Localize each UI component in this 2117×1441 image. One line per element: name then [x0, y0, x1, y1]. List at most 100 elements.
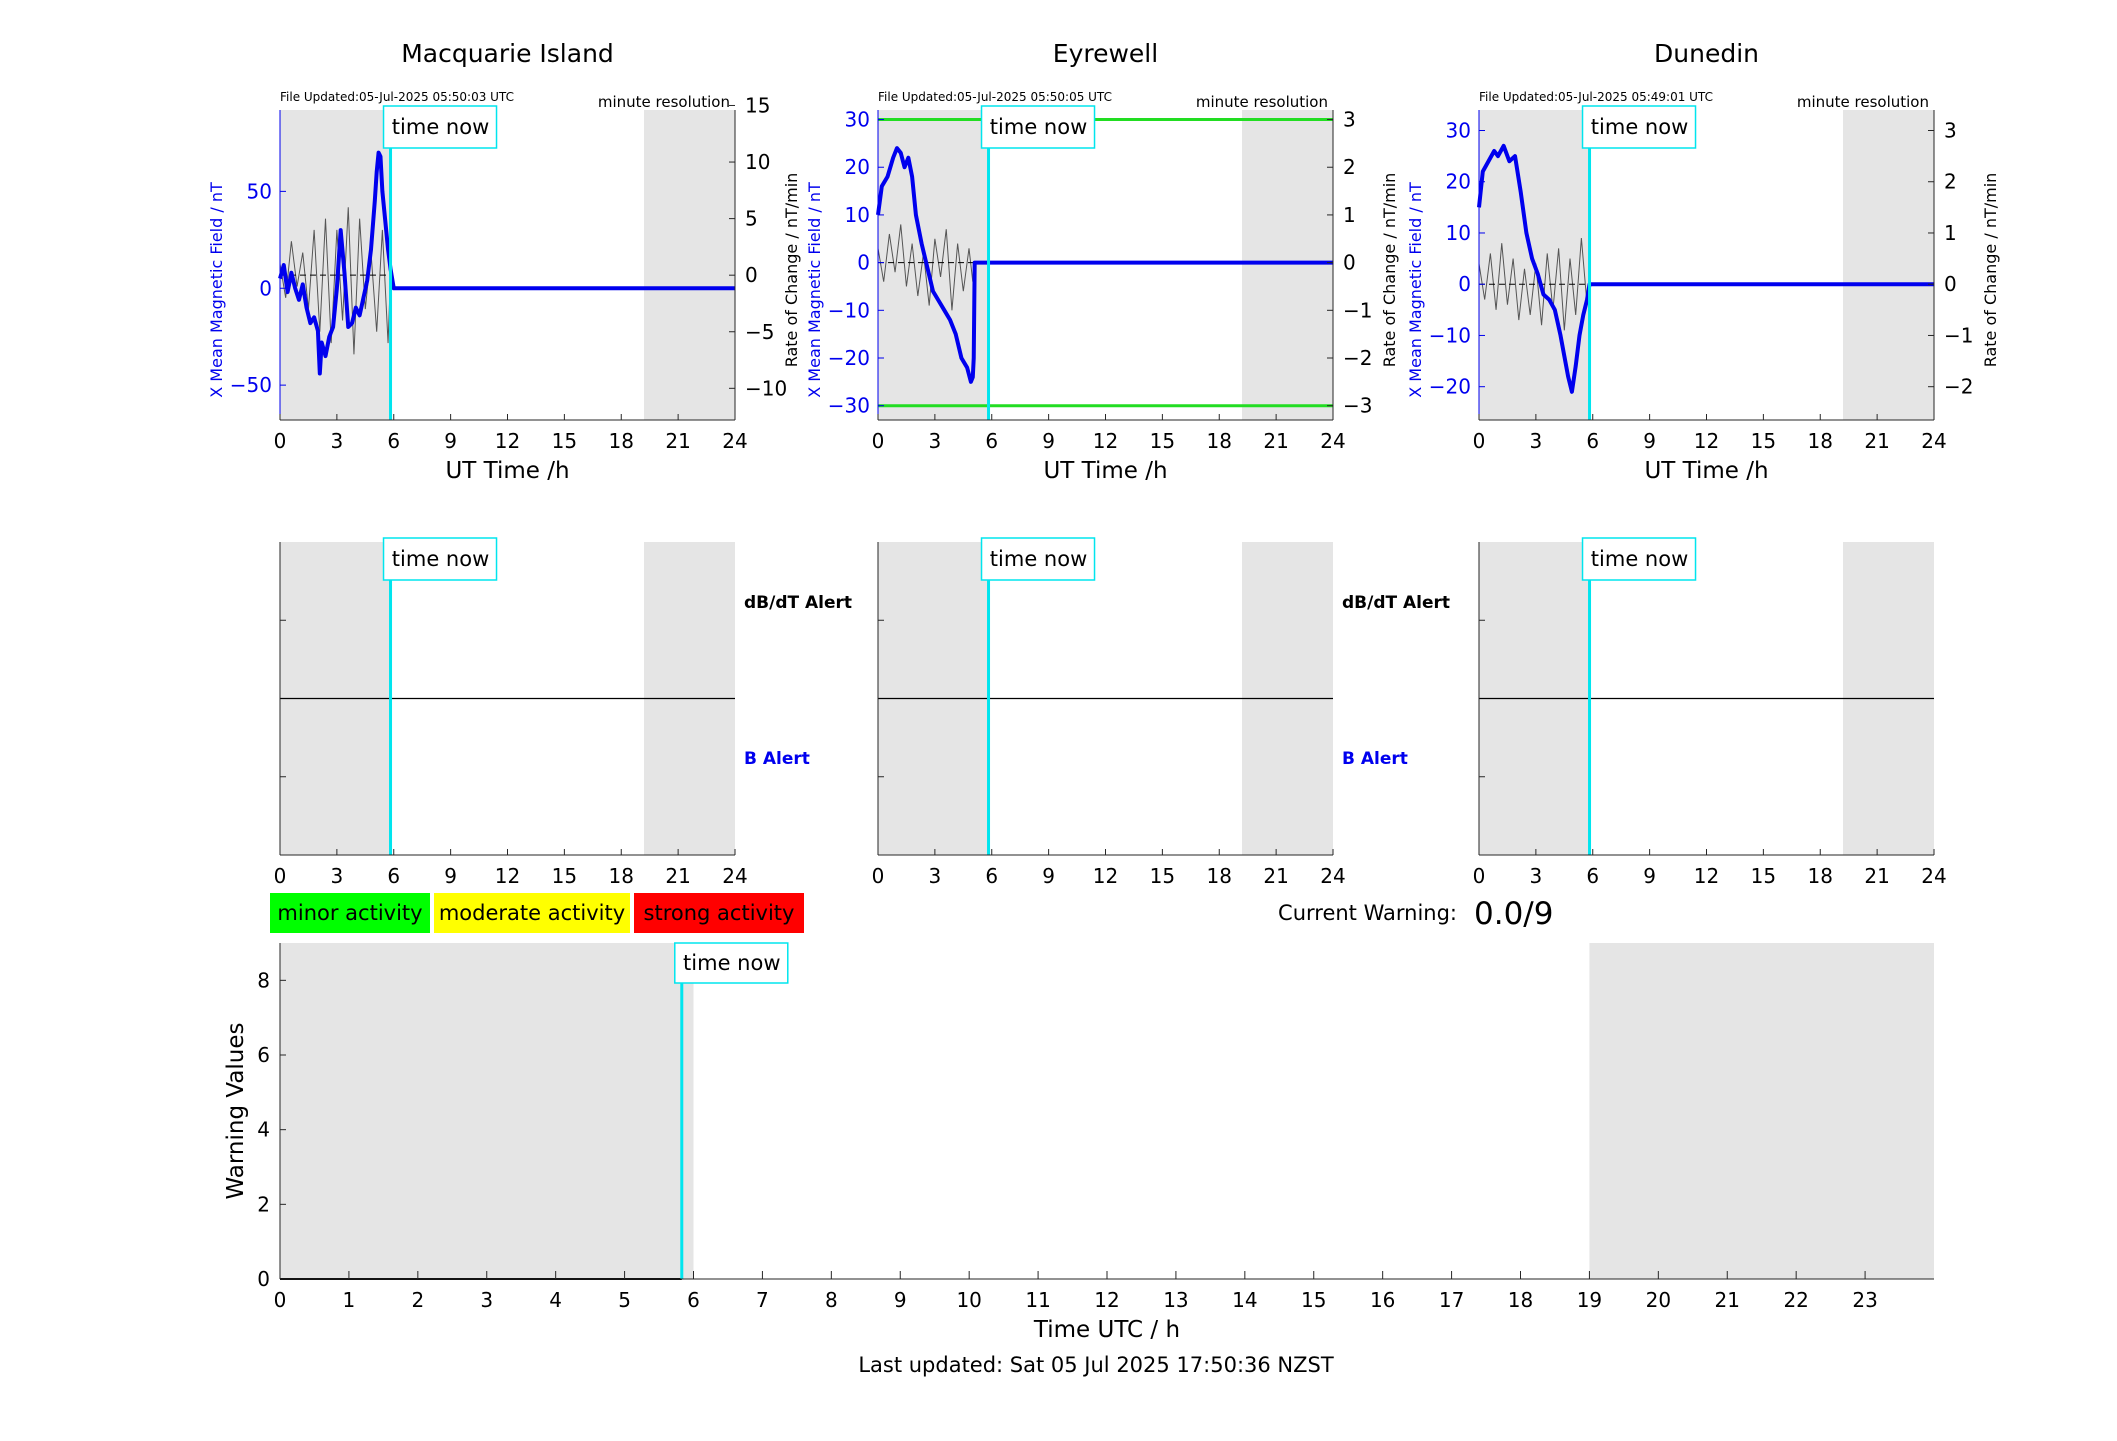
current-warning-label: Current Warning: [1278, 901, 1457, 925]
dunedin-alert-xtick-label: 6 [1586, 864, 1599, 888]
macquarie-island-ylabel-right: Rate of Change / nT/min [782, 173, 801, 368]
warning-xtick-label: 23 [1852, 1288, 1877, 1312]
eyrewell-ytick-label: −20 [828, 346, 870, 370]
eyrewell-panel: Eyrewell File Updated:05-Jul-2025 05:50:0… [805, 39, 1399, 484]
macquarie-island-minute-resolution: minute resolution [598, 93, 730, 111]
dunedin-ytick-right-label: 3 [1944, 118, 1957, 142]
eyrewell-ytick-label: −10 [828, 298, 870, 322]
eyrewell-time-now-label: time now [990, 115, 1087, 139]
dunedin-time-now-label: time now [1591, 115, 1688, 139]
dunedin-minute-resolution: minute resolution [1797, 93, 1929, 111]
eyrewell-xtick-label: 0 [872, 429, 885, 453]
eyrewell-alert-b-label: B Alert [1342, 749, 1408, 769]
macquarie-island-xtick-label: 21 [665, 429, 690, 453]
warning-xtick-label: 13 [1163, 1288, 1188, 1312]
eyrewell-ytick-label: −30 [828, 394, 870, 418]
warning-xlabel: Time UTC / h [1033, 1317, 1180, 1343]
current-warning-value: 0.0/9 [1474, 896, 1553, 932]
macquarie-island-xtick-label: 18 [609, 429, 634, 453]
macquarie-island-alert-xtick-label: 0 [274, 864, 287, 888]
warning-xtick-label: 9 [894, 1288, 907, 1312]
warning-night-shade [280, 943, 694, 1279]
macquarie-island-alert-xtick-label: 18 [609, 864, 634, 888]
macquarie-island-rate-line [279, 207, 392, 355]
warning-ytick-label: 0 [257, 1267, 270, 1291]
warning-xtick-label: 20 [1646, 1288, 1671, 1312]
eyrewell-xtick-label: 18 [1207, 429, 1232, 453]
macquarie-island-alert-panel: time now 0 3 6 9 12 15 18 21 24 dB/dT Alert B Alert [274, 537, 852, 888]
warning-xtick-label: 10 [956, 1288, 981, 1312]
macquarie-island-alert-xtick-label: 12 [495, 864, 520, 888]
macquarie-island-panel: Macquarie Island File Updated:05-Jul-2025… [207, 39, 801, 484]
dunedin-ytick-label: 10 [1446, 221, 1471, 245]
warning-xtick-label: 11 [1025, 1288, 1050, 1312]
dunedin-alert-xtick-label: 9 [1643, 864, 1656, 888]
activity-legend: minor activity moderate activity strong … [270, 893, 804, 933]
warning-xtick-label: 18 [1508, 1288, 1533, 1312]
dunedin-xtick-label: 21 [1864, 429, 1889, 453]
eyrewell-xtick-label: 9 [1042, 429, 1055, 453]
eyrewell-time-now-box [980, 105, 1096, 149]
eyrewell-ytick-label: 0 [857, 251, 870, 275]
dunedin-alert-panel: time now 0 3 6 9 12 15 18 21 24 [1473, 537, 1947, 888]
macquarie-island-alert-xtick-label: 21 [665, 864, 690, 888]
macquarie-island-title: Macquarie Island [401, 39, 614, 68]
dunedin-xtick-label: 6 [1586, 429, 1599, 453]
warning-xtick-label: 3 [480, 1288, 493, 1312]
dunedin-xtick-label: 0 [1473, 429, 1486, 453]
dunedin-ytick-right-label: −2 [1944, 375, 1973, 399]
dunedin-ytick-label: 0 [1458, 272, 1471, 296]
dunedin-alert-xtick-label: 0 [1473, 864, 1486, 888]
last-updated: Last updated: Sat 05 Jul 2025 17:50:36 N… [858, 1353, 1334, 1377]
dunedin-xtick-label: 24 [1921, 429, 1946, 453]
dunedin-ytick-label: −10 [1429, 323, 1471, 347]
warning-xtick-label: 12 [1094, 1288, 1119, 1312]
warning-ytick-label: 8 [257, 968, 270, 992]
warning-xtick-label: 21 [1715, 1288, 1740, 1312]
eyrewell-xtick-label: 15 [1150, 429, 1175, 453]
macquarie-island-time-now-box [382, 105, 498, 149]
dunedin-alert-time-now-box [1581, 537, 1697, 581]
eyrewell-alert-xtick-label: 15 [1150, 864, 1175, 888]
eyrewell-alert-xtick-label: 18 [1207, 864, 1232, 888]
macquarie-island-ytick-right-label: 10 [745, 150, 770, 174]
macquarie-island-xtick-label: 24 [722, 429, 747, 453]
macquarie-island-time-now-label: time now [392, 115, 489, 139]
warning-xtick-label: 19 [1577, 1288, 1602, 1312]
warning-time-now-box [674, 942, 789, 984]
macquarie-island-field-line [278, 150, 735, 376]
dunedin-ytick-right-label: 1 [1944, 221, 1957, 245]
macquarie-island-ytick-right-label: 5 [745, 207, 758, 231]
dunedin-field-line [1477, 143, 1934, 394]
eyrewell-rate-line [877, 224, 974, 311]
eyrewell-alert-panel: time now 0 3 6 9 12 15 18 21 24 dB/dT Alert B Alert [872, 537, 1450, 888]
dunedin-alert-xtick-label: 24 [1921, 864, 1946, 888]
macquarie-island-xtick-label: 0 [274, 429, 287, 453]
warning-xtick-label: 2 [411, 1288, 424, 1312]
macquarie-island-ytick-label: 50 [247, 179, 272, 203]
macquarie-island-alert-b-label: B Alert [744, 749, 810, 769]
macquarie-island-xtick-label: 15 [552, 429, 577, 453]
eyrewell-title: Eyrewell [1053, 39, 1158, 68]
dunedin-ylabel-left: X Mean Magnetic Field / nT [1406, 182, 1425, 398]
warning-xtick-label: 0 [274, 1288, 287, 1312]
warning-time-now-label: time now [683, 951, 780, 975]
eyrewell-xtick-label: 21 [1263, 429, 1288, 453]
macquarie-island-xtick-label: 3 [331, 429, 344, 453]
eyrewell-alert-time-now-box [980, 537, 1096, 581]
legend-moderate-label: moderate activity [439, 901, 625, 925]
macquarie-island-ytick-right-label: 15 [745, 93, 770, 117]
macquarie-island-alert-xtick-label: 3 [331, 864, 344, 888]
warning-xtick-label: 7 [756, 1288, 769, 1312]
macquarie-island-ytick-right-label: −10 [745, 376, 787, 400]
macquarie-island-xtick-label: 6 [387, 429, 400, 453]
eyrewell-ytick-right-label: −1 [1343, 298, 1372, 322]
eyrewell-minute-resolution: minute resolution [1196, 93, 1328, 111]
macquarie-island-xlabel: UT Time /h [445, 458, 569, 484]
macquarie-island-ytick-label: 0 [259, 276, 272, 300]
eyrewell-ytick-label: 30 [845, 108, 870, 132]
eyrewell-xtick-label: 12 [1093, 429, 1118, 453]
